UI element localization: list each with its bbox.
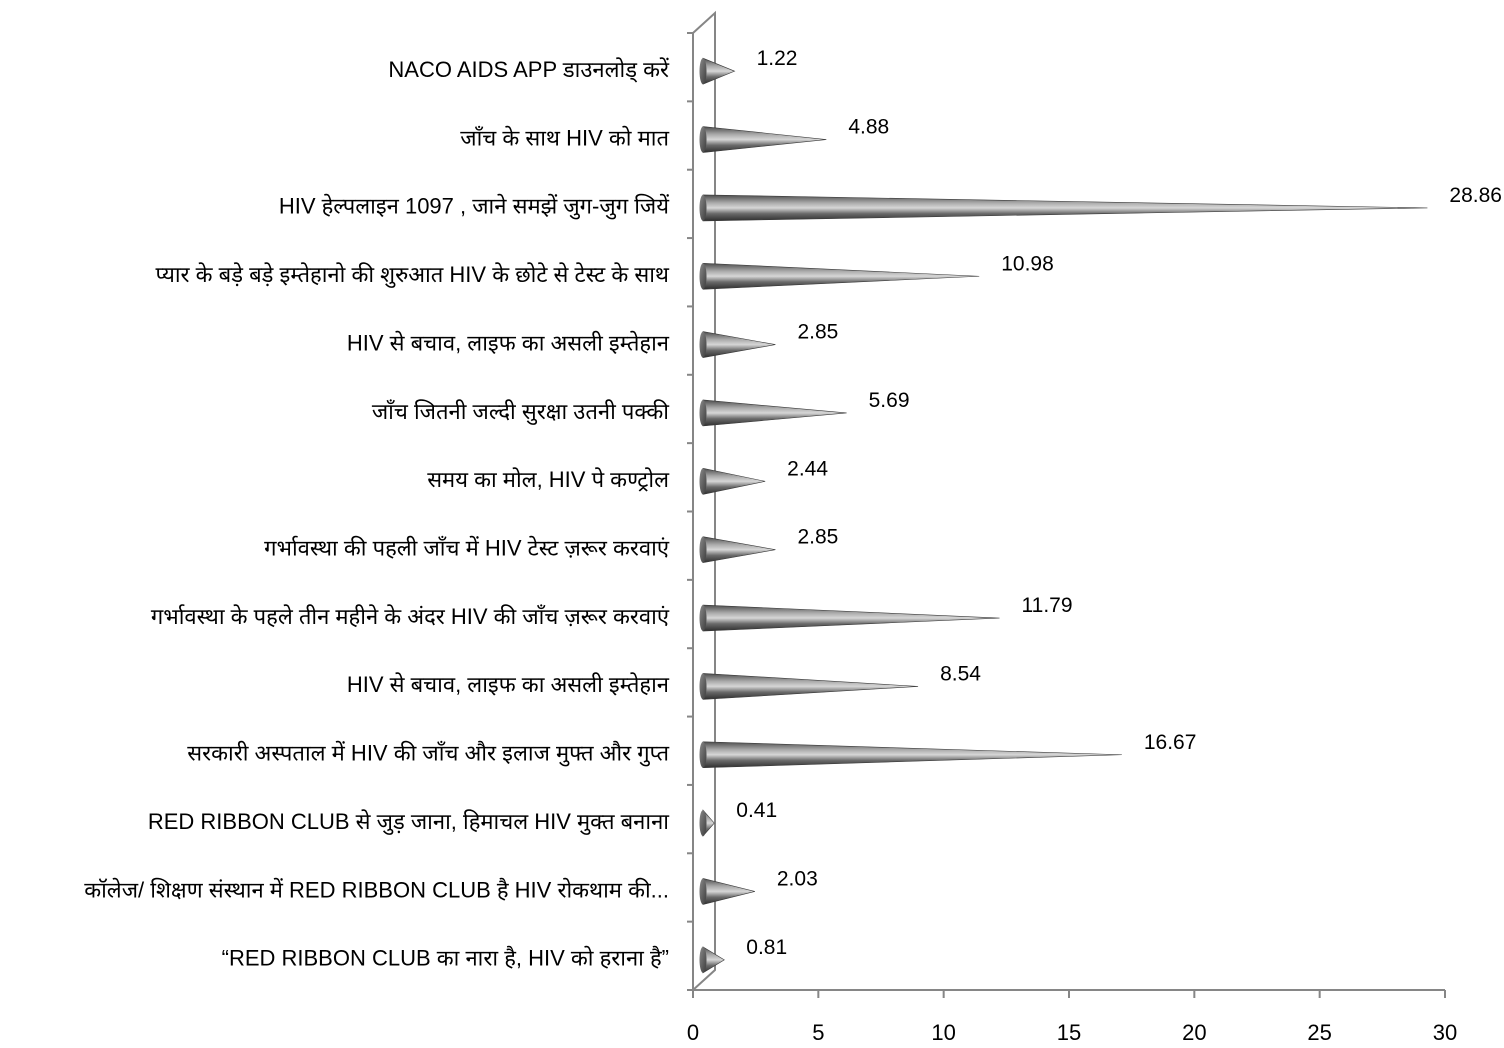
bar-cone — [702, 57, 736, 85]
bar-cone-base — [699, 331, 707, 358]
bar-cone-base — [699, 810, 707, 837]
data-label: 0.41 — [736, 799, 777, 822]
bar-cone-base — [699, 536, 707, 563]
data-label: 2.85 — [797, 321, 838, 344]
data-label: 2.85 — [797, 526, 838, 549]
data-label: 11.79 — [1022, 594, 1073, 617]
data-label: 8.54 — [940, 662, 981, 685]
category-label: HIV हेल्पलाइन 1097 , जाने समझें जुग-जुग … — [279, 194, 670, 220]
category-label: NACO AIDS APP डाउनलोड् करें — [388, 57, 670, 83]
category-label: HIV से बचाव, लाइफ का असली इम्तेहान — [347, 330, 670, 355]
bar-cone-base — [699, 605, 707, 632]
bar-cone-base — [699, 673, 707, 700]
x-tick-label: 10 — [931, 1020, 955, 1043]
axis-side-wall — [692, 10, 716, 993]
bar-cone — [702, 194, 1428, 222]
x-tick-label: 15 — [1057, 1020, 1081, 1043]
bar-cone-base — [699, 946, 707, 973]
data-label: 1.22 — [757, 47, 798, 70]
data-label: 0.81 — [746, 936, 787, 959]
x-tick-label: 25 — [1307, 1020, 1331, 1043]
bar-cone — [702, 878, 755, 905]
bar-cone — [702, 262, 980, 290]
category-label: कॉलेज/ शिक्षण संस्थान में RED RIBBON CLU… — [84, 877, 669, 902]
category-label: “RED RIBBON CLUB का नारा है, HIV को हरान… — [222, 946, 669, 971]
bar-cone — [702, 741, 1122, 769]
bar-cone — [702, 126, 827, 153]
category-label: सरकारी अस्पताल में HIV की जाँच और इलाज म… — [187, 741, 669, 767]
bar-cone-base — [699, 399, 707, 426]
bar-cone — [702, 604, 1000, 632]
bar-cone — [702, 467, 766, 495]
data-label: 10.98 — [1001, 252, 1054, 275]
data-label: 4.88 — [848, 116, 889, 139]
category-label: गर्भावस्था के पहले तीन महीने के अंदर HIV… — [151, 604, 670, 629]
data-label: 2.44 — [787, 457, 828, 480]
bar-cone — [702, 673, 919, 700]
data-label: 2.03 — [777, 867, 818, 890]
bar-cone-base — [699, 263, 707, 290]
bar-cone-base — [699, 126, 707, 153]
bar-cone — [702, 399, 847, 427]
bar-cone — [702, 331, 776, 358]
axis-layer — [687, 10, 1446, 998]
category-label: जाँच के साथ HIV को मात — [460, 125, 669, 150]
bar-cone-base — [699, 741, 707, 768]
labels-layer: 0 5 10 15 20 25 30 1.22 NACO AIDS APP डाउनलोड् क… — [84, 47, 1502, 1045]
category-label: समय का मोल, HIV पे कण्ट्रोल — [427, 467, 670, 492]
category-label: HIV से बचाव, लाइफ का असली इम्तेहान — [347, 672, 670, 697]
bars-layer — [699, 57, 1428, 974]
x-tick-label: 30 — [1433, 1020, 1457, 1043]
data-label: 16.67 — [1144, 731, 1197, 754]
category-label: प्यार के बड़े बड़े इम्तेहानो की शुरुआत H… — [155, 262, 669, 288]
bar-cone-base — [699, 194, 707, 221]
bar-cone — [702, 536, 776, 564]
category-label: जाँच जितनी जल्दी सुरक्षा उतनी पक्की — [372, 399, 669, 425]
x-tick-label: 20 — [1182, 1020, 1206, 1043]
category-label: गर्भावस्था की पहली जाँच में HIV टेस्ट ज़… — [264, 535, 670, 560]
data-label: 5.69 — [869, 389, 910, 412]
bar-cone-base — [699, 878, 707, 905]
bar-cone-base — [699, 58, 707, 85]
data-label: 28.86 — [1449, 184, 1502, 207]
category-label: RED RIBBON CLUB से जुड़ जाना, हिमाचल HIV… — [148, 809, 669, 835]
bar-cone-base — [699, 468, 707, 495]
x-tick-label: 5 — [812, 1020, 824, 1043]
x-tick-label: 0 — [687, 1020, 699, 1043]
